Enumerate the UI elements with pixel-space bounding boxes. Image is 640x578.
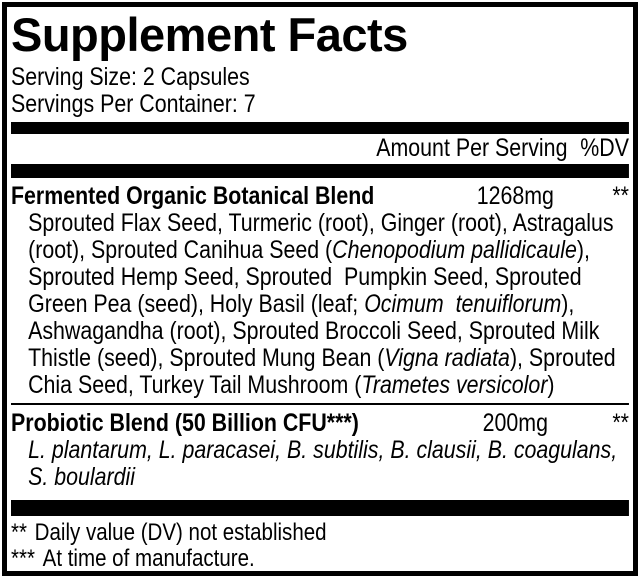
footnote-time-of-manufacture: *** At time of manufacture. xyxy=(11,544,629,572)
percent-dv-header: %DV xyxy=(580,134,629,163)
servings-per-container-text: Servings Per Container: 7 xyxy=(11,89,256,118)
footnote-marker-double-asterisk: ** xyxy=(11,518,27,546)
footnote-text-dv: Daily value (DV) not established xyxy=(34,518,327,546)
serving-size-text: Serving Size: 2 Capsules xyxy=(11,62,250,91)
separator-bar-top xyxy=(11,121,629,134)
footnotes-section: ** Daily value (DV) not established *** At… xyxy=(11,518,629,572)
description-text: ), Ashwagandha (root), Sprouted Broccoli… xyxy=(28,289,605,372)
amount-per-serving-header: Amount Per Serving xyxy=(376,134,568,163)
description-text: ), Sprouted Hemp Seed, Sprouted Pumpkin … xyxy=(28,235,596,318)
ingredient-row-botanical-blend: Fermented Organic Botanical Blend 1268mg… xyxy=(11,181,629,210)
description-text: ), Sprouted Chia Seed, Turkey Tail Mushr… xyxy=(28,343,622,399)
description-text: Sprouted Flax Seed, Turmeric (root), Gin… xyxy=(28,208,620,264)
separator-bar-bottom xyxy=(11,499,629,516)
row-divider-line xyxy=(11,402,629,405)
botanical-blend-dv-symbol: ** xyxy=(612,181,629,210)
footnote-text-manufacture: At time of manufacture. xyxy=(42,544,255,572)
label-body: Serving Size: 2 Capsules Servings Per Co… xyxy=(11,62,629,572)
species-name-italic: Vigna radiata xyxy=(384,343,510,372)
probiotic-blend-dv-symbol: ** xyxy=(612,408,629,437)
label-title: Supplement Facts xyxy=(11,8,408,61)
description-text: ) xyxy=(547,370,555,399)
probiotic-blend-description: L. plantarum, L. paracasei, B. subtilis,… xyxy=(11,435,629,491)
botanical-blend-description: Sprouted Flax Seed, Turmeric (root), Gin… xyxy=(11,208,629,399)
probiotic-blend-name: Probiotic Blend (50 Billion CFU***) xyxy=(11,408,359,437)
probiotic-blend-amount: 200mg xyxy=(482,408,548,437)
footnote-dv-not-established: ** Daily value (DV) not established xyxy=(11,518,629,546)
species-name-italic: L. plantarum, L. paracasei, B. subtilis,… xyxy=(28,435,624,491)
species-name-italic: Ocimum tenuiflorum xyxy=(364,289,562,318)
ingredient-row-probiotic-blend: Probiotic Blend (50 Billion CFU***) 200m… xyxy=(11,408,629,437)
botanical-blend-name: Fermented Organic Botanical Blend xyxy=(11,181,375,210)
species-name-italic: Trametes versicolor xyxy=(361,370,548,399)
species-name-italic: Chenopodium pallidicaule xyxy=(332,235,577,264)
separator-bar-header xyxy=(11,163,629,178)
botanical-blend-amount: 1268mg xyxy=(476,181,554,210)
column-header-row: Amount Per Serving %DV xyxy=(11,134,629,164)
footnote-marker-triple-asterisk: *** xyxy=(11,544,35,572)
